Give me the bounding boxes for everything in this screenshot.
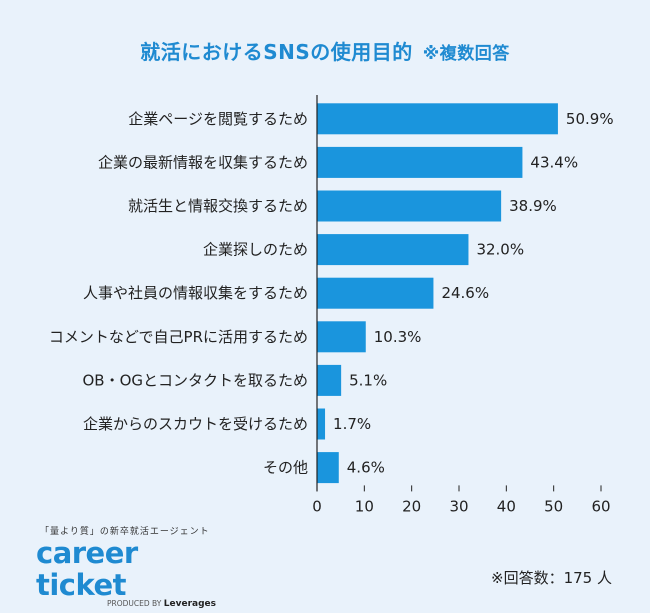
category-label-4: 企業探しのため: [203, 241, 308, 259]
category-label-5: 人事や社員の情報収集をするため: [83, 284, 308, 302]
chart-title-note: ※複数回答: [422, 44, 510, 64]
x-tick-label-30: 30: [449, 497, 468, 515]
category-label-1: 企業ページを閲覧するため: [128, 110, 308, 128]
x-tick-label-50: 50: [544, 497, 563, 515]
bar-3: [317, 190, 502, 222]
value-label-5: 24.6%: [441, 284, 489, 302]
bar-8: [317, 408, 326, 440]
category-label-7: OB・OGとコンタクトを取るため: [82, 371, 308, 389]
x-tick-label-20: 20: [402, 497, 421, 515]
category-label-6: コメントなどで自己PRに活用するため: [49, 328, 308, 346]
chart-title: 就活におけるSNSの使用目的 ※複数回答: [0, 36, 650, 65]
value-label-2: 43.4%: [530, 153, 578, 171]
x-tick-label-10: 10: [355, 497, 374, 515]
chart-title-text: 就活におけるSNSの使用目的: [140, 40, 413, 64]
career-ticket-logo: 「量より質」の新卒就活エージェント career ticket PRODUCED…: [36, 524, 216, 609]
logo-produced-label: PRODUCED BY: [107, 599, 162, 608]
bar-9: [317, 452, 339, 484]
x-tick-label-40: 40: [497, 497, 516, 515]
bar-5: [317, 277, 434, 309]
bar-7: [317, 364, 342, 396]
x-tick-label-60: 60: [591, 497, 610, 515]
bar-6: [317, 321, 366, 353]
bar-1: [317, 103, 558, 135]
value-label-9: 4.6%: [347, 459, 385, 477]
category-label-9: その他: [263, 459, 308, 477]
category-label-2: 企業の最新情報を収集するため: [98, 153, 308, 171]
value-label-6: 10.3%: [374, 328, 422, 346]
respondent-count: ※回答数：175 人: [491, 569, 612, 587]
logo-company: Leverages: [163, 599, 216, 609]
bar-4: [317, 234, 469, 266]
category-label-3: 就活生と情報交換するため: [128, 197, 308, 215]
x-tick-label-0: 0: [312, 497, 322, 515]
value-label-1: 50.9%: [566, 110, 614, 128]
logo-name: career ticket: [36, 536, 138, 602]
logo-produced-by: PRODUCED BY Leverages: [36, 599, 216, 609]
category-label-8: 企業からのスカウトを受けるため: [83, 415, 308, 433]
value-label-8: 1.7%: [333, 415, 371, 433]
value-label-3: 38.9%: [509, 197, 557, 215]
value-label-4: 32.0%: [476, 241, 524, 259]
bar-2: [317, 146, 523, 178]
logo-tagline: 「量より質」の新卒就活エージェント: [40, 527, 210, 537]
value-label-7: 5.1%: [349, 371, 387, 389]
